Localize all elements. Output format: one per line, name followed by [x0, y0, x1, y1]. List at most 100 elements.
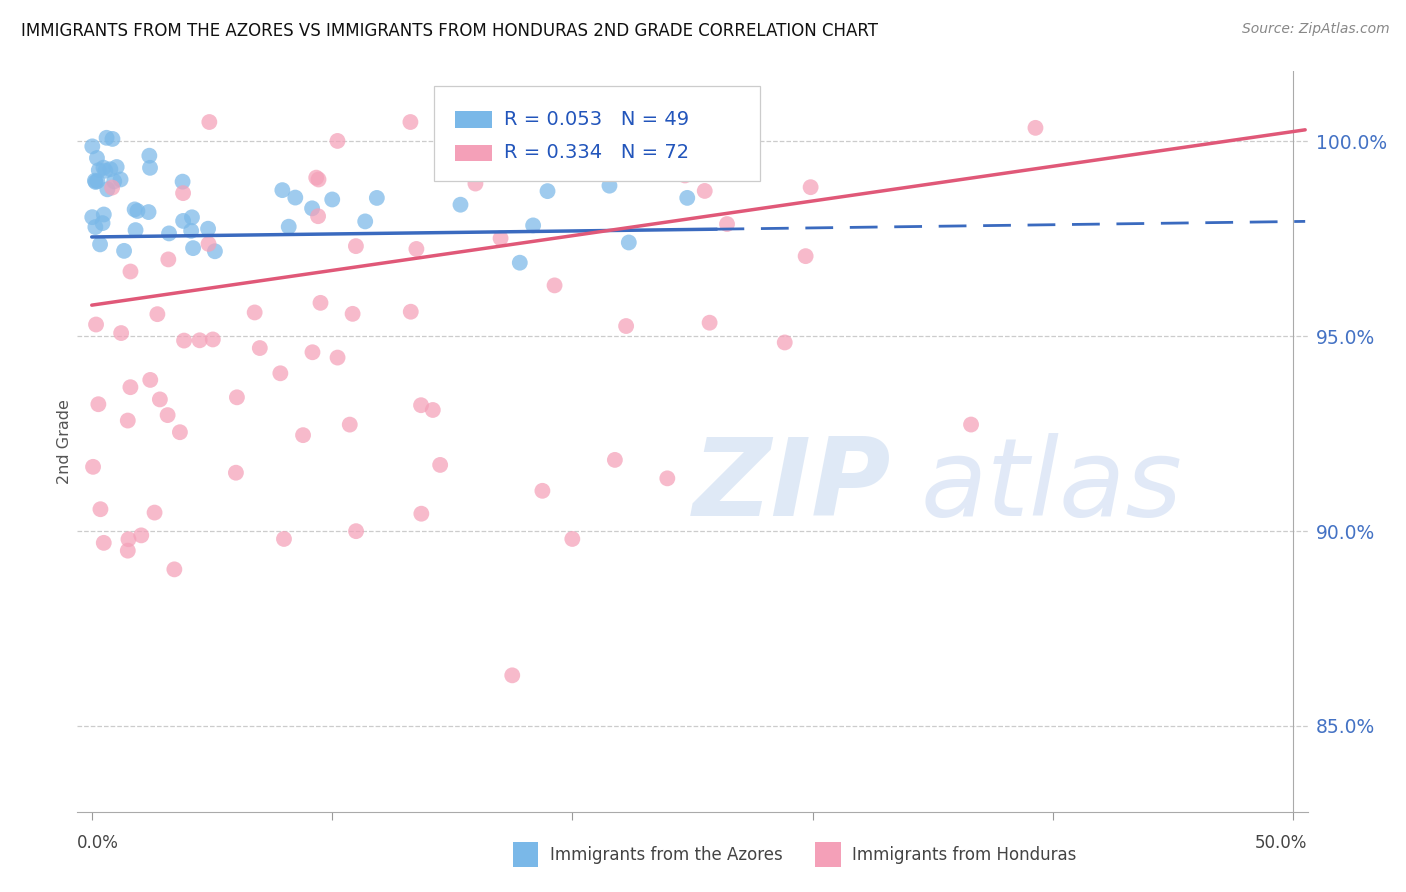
Point: [198, 115, 221, 129]
Point: [201, 333, 224, 347]
Point: [100, 162, 122, 177]
Point: [794, 249, 817, 263]
Point: [139, 373, 162, 387]
Point: [249, 341, 271, 355]
Point: [598, 178, 620, 193]
Point: [89, 237, 111, 252]
Point: [117, 533, 139, 547]
Point: [354, 214, 377, 228]
Point: [204, 244, 226, 259]
Point: [960, 417, 983, 432]
Point: [509, 256, 531, 270]
Point: [531, 483, 554, 498]
Point: [603, 453, 626, 467]
Point: [342, 307, 364, 321]
Point: [339, 417, 361, 432]
Point: [103, 174, 125, 188]
Point: [94, 163, 117, 178]
Point: [676, 191, 699, 205]
Point: [405, 242, 427, 256]
Point: [305, 170, 328, 185]
Point: [129, 528, 152, 542]
Point: [139, 161, 162, 175]
FancyBboxPatch shape: [434, 87, 761, 181]
Point: [96, 130, 118, 145]
Text: atlas: atlas: [920, 434, 1182, 539]
Point: [117, 543, 139, 558]
Point: [561, 532, 583, 546]
Point: [138, 149, 160, 163]
Point: [173, 334, 195, 348]
Point: [143, 506, 166, 520]
Point: [93, 536, 115, 550]
Point: [464, 177, 486, 191]
Point: [243, 305, 266, 319]
Point: [172, 214, 194, 228]
Point: [84, 174, 107, 188]
Point: [399, 304, 422, 318]
Point: [501, 117, 523, 131]
Point: [96, 182, 118, 196]
Point: [273, 532, 295, 546]
Point: [326, 351, 349, 365]
Point: [716, 217, 738, 231]
Text: IMMIGRANTS FROM THE AZORES VS IMMIGRANTS FROM HONDURAS 2ND GRADE CORRELATION CHA: IMMIGRANTS FROM THE AZORES VS IMMIGRANTS…: [21, 22, 879, 40]
Point: [366, 191, 388, 205]
Point: [409, 398, 432, 412]
Point: [673, 169, 696, 183]
Point: [536, 184, 558, 198]
Point: [800, 180, 823, 194]
Point: [399, 115, 422, 129]
Point: [773, 335, 796, 350]
Text: Source: ZipAtlas.com: Source: ZipAtlas.com: [1241, 22, 1389, 37]
Point: [309, 296, 332, 310]
Point: [307, 209, 329, 223]
Point: [633, 125, 655, 139]
FancyBboxPatch shape: [456, 145, 492, 161]
Point: [156, 408, 179, 422]
Point: [124, 202, 146, 217]
Point: [411, 507, 433, 521]
Text: ZIP: ZIP: [693, 433, 891, 539]
Point: [543, 278, 565, 293]
Point: [93, 207, 115, 221]
Point: [344, 524, 367, 538]
Point: [89, 502, 111, 516]
Point: [146, 307, 169, 321]
Point: [93, 161, 115, 175]
Point: [501, 668, 523, 682]
Point: [489, 231, 512, 245]
Text: R = 0.334   N = 72: R = 0.334 N = 72: [505, 144, 689, 162]
Point: [226, 390, 249, 404]
Point: [284, 190, 307, 204]
Point: [188, 333, 211, 347]
Point: [181, 211, 204, 225]
Point: [301, 345, 323, 359]
Point: [180, 224, 202, 238]
Point: [292, 428, 315, 442]
Point: [429, 458, 451, 472]
Point: [82, 210, 104, 224]
Point: [617, 235, 640, 250]
Text: 0.0%: 0.0%: [77, 834, 120, 852]
Point: [101, 132, 124, 146]
FancyBboxPatch shape: [456, 112, 492, 128]
Point: [522, 219, 544, 233]
Point: [614, 319, 637, 334]
Point: [87, 163, 110, 178]
Point: [86, 151, 108, 165]
Point: [225, 466, 247, 480]
Point: [91, 216, 114, 230]
Point: [197, 221, 219, 235]
Text: Immigrants from Honduras: Immigrants from Honduras: [852, 846, 1077, 863]
Point: [321, 193, 343, 207]
Point: [693, 184, 716, 198]
Point: [120, 380, 142, 394]
Point: [86, 174, 108, 188]
Point: [127, 204, 149, 219]
Point: [124, 223, 146, 237]
Point: [157, 252, 180, 267]
Text: R = 0.053   N = 49: R = 0.053 N = 49: [505, 110, 689, 129]
Point: [87, 397, 110, 411]
Point: [344, 239, 367, 253]
